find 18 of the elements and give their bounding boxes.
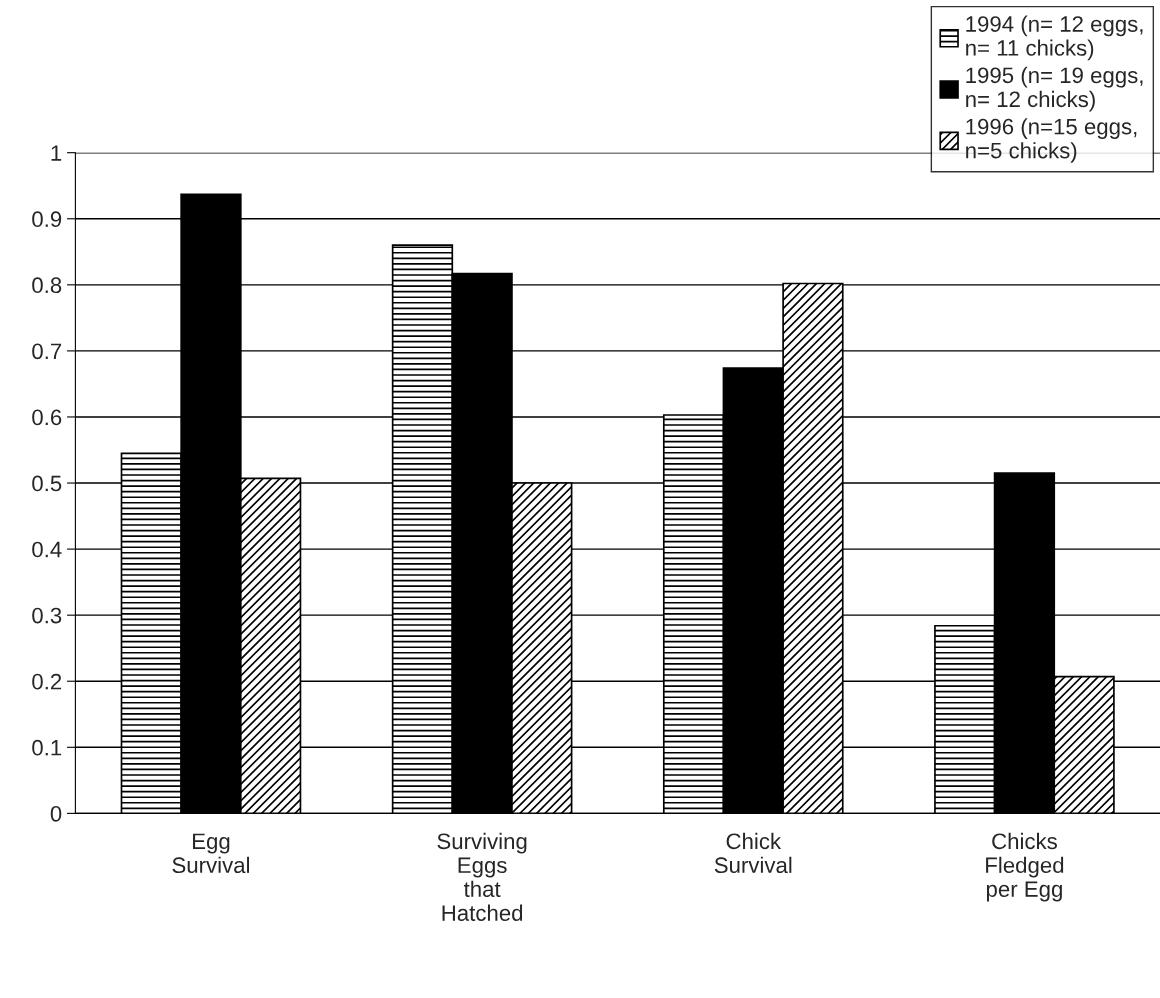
x-tick-label: Surviving Eggs that Hatched <box>437 832 527 921</box>
y-tick-label: 0.8 <box>32 277 62 294</box>
legend-label: 1995 (n= 19 eggs, n= 12 chicks) <box>966 66 1143 112</box>
y-tick-label: 0.2 <box>32 673 62 690</box>
y-tick-label: 0.4 <box>32 541 62 558</box>
x-tick-label: Chicks Fledged per Egg <box>986 832 1064 902</box>
y-tick-label: 0.7 <box>32 343 62 360</box>
y-tick-label: 0.9 <box>32 211 62 228</box>
y-tick-label: 0 <box>50 805 62 822</box>
y-tick-label: 0.5 <box>32 475 62 492</box>
x-tick-label: Chick Survival <box>714 832 792 874</box>
y-tick-label: 0.6 <box>32 409 62 426</box>
y-tick-label: 0.1 <box>32 739 62 756</box>
x-tick-label: Egg Survival <box>172 833 250 874</box>
legend-label: 1996 (n=15 eggs, n=5 chicks) <box>966 118 1137 163</box>
y-tick-label: 1 <box>51 145 62 161</box>
y-tick-label: 0.3 <box>32 607 62 624</box>
legend-label: 1994 (n= 12 eggs, n= 11 chicks) <box>966 15 1143 61</box>
